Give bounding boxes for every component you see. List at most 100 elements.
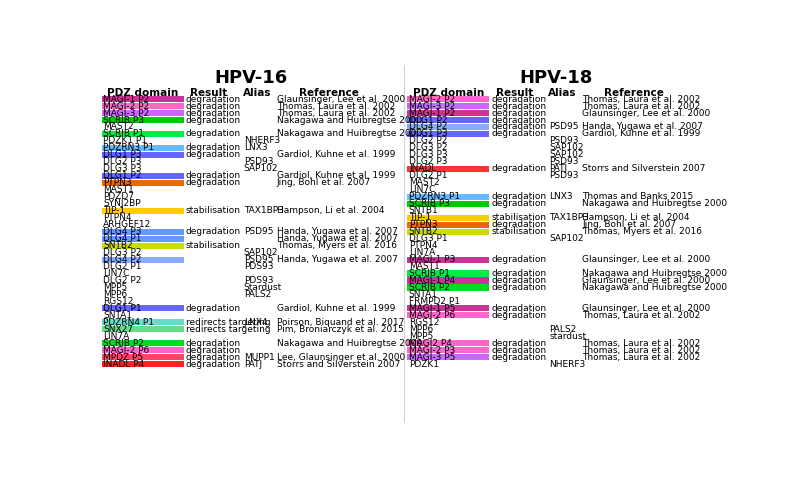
- Text: SAP102: SAP102: [243, 248, 278, 257]
- Bar: [407, 305, 489, 311]
- Bar: [102, 173, 184, 179]
- Text: MAGI-1 P5: MAGI-1 P5: [409, 304, 455, 313]
- Text: MPP6: MPP6: [103, 290, 128, 299]
- Bar: [102, 117, 184, 123]
- Bar: [102, 361, 184, 367]
- Text: SCRIB P3: SCRIB P3: [103, 116, 144, 124]
- Text: Jing, Bohl et al. 2007: Jing, Bohl et al. 2007: [277, 178, 371, 187]
- Text: Jing, Bohl et al. 2007: Jing, Bohl et al. 2007: [582, 220, 676, 229]
- Bar: [102, 236, 184, 241]
- Text: RGS12: RGS12: [103, 297, 134, 306]
- Text: stabilisation: stabilisation: [491, 213, 546, 222]
- Text: MAGI-2 P6: MAGI-2 P6: [409, 311, 455, 320]
- Text: SCRIB P2: SCRIB P2: [103, 339, 144, 348]
- Bar: [102, 305, 184, 311]
- Text: PDZRN3 P1: PDZRN3 P1: [103, 144, 154, 152]
- Text: SYNJ2BP: SYNJ2BP: [103, 199, 141, 208]
- Text: degradation: degradation: [186, 360, 241, 369]
- Text: TAX1BP3: TAX1BP3: [243, 206, 284, 215]
- Text: Thomas, Laura et al. 2002: Thomas, Laura et al. 2002: [277, 108, 395, 118]
- Text: SAP102: SAP102: [243, 164, 278, 174]
- Text: PTPN4: PTPN4: [409, 241, 437, 250]
- Text: SNTB2: SNTB2: [409, 227, 438, 236]
- Text: Gardiol, Kuhne et al. 1999: Gardiol, Kuhne et al. 1999: [277, 171, 396, 180]
- Text: degradation: degradation: [491, 108, 546, 118]
- Text: Thomas, Laura et al. 2002: Thomas, Laura et al. 2002: [582, 102, 701, 110]
- Text: MUPP1: MUPP1: [243, 353, 274, 362]
- Bar: [102, 131, 184, 137]
- Text: Nakagawa and Huibregtse 2000: Nakagawa and Huibregtse 2000: [582, 283, 727, 292]
- Text: PALS2: PALS2: [549, 325, 577, 334]
- Text: MAGI-1 P2: MAGI-1 P2: [103, 94, 150, 104]
- Text: Result: Result: [191, 88, 228, 98]
- Text: redirects targeting: redirects targeting: [186, 325, 270, 334]
- Text: degradation: degradation: [491, 130, 546, 138]
- Bar: [407, 214, 489, 221]
- Text: degradation: degradation: [491, 346, 546, 355]
- Bar: [102, 228, 184, 235]
- Text: stabilisation: stabilisation: [491, 227, 546, 236]
- Bar: [407, 312, 489, 319]
- Text: MAST1: MAST1: [103, 185, 134, 194]
- Text: Nakagawa and Huibregtse 2000: Nakagawa and Huibregtse 2000: [277, 339, 422, 348]
- Text: DLG3 P3: DLG3 P3: [103, 164, 142, 174]
- Text: degradation: degradation: [186, 171, 241, 180]
- Bar: [407, 103, 489, 109]
- Text: MPP5: MPP5: [103, 283, 128, 292]
- Bar: [407, 347, 489, 353]
- Text: NHERF3: NHERF3: [549, 360, 585, 369]
- Text: degradation: degradation: [186, 353, 241, 362]
- Text: degradation: degradation: [186, 144, 241, 152]
- Bar: [407, 228, 489, 235]
- Text: MAGI-2 P2: MAGI-2 P2: [103, 102, 150, 110]
- Bar: [102, 180, 184, 186]
- Text: DLG1 P2: DLG1 P2: [103, 171, 142, 180]
- Text: degradation: degradation: [491, 276, 546, 285]
- Text: PDZK1 P1: PDZK1 P1: [103, 136, 147, 146]
- Text: Thomas and Banks 2015: Thomas and Banks 2015: [582, 192, 693, 201]
- Bar: [102, 340, 184, 347]
- Bar: [407, 96, 489, 102]
- Text: DLG3 P2: DLG3 P2: [103, 248, 142, 257]
- Bar: [407, 284, 489, 291]
- Text: Hampson, Li et al. 2004: Hampson, Li et al. 2004: [277, 206, 385, 215]
- Text: PATJ: PATJ: [243, 360, 262, 369]
- Text: Thomas, Laura et al. 2002: Thomas, Laura et al. 2002: [582, 353, 701, 362]
- Text: Nakagawa and Huibregtse 2000: Nakagawa and Huibregtse 2000: [582, 199, 727, 208]
- Bar: [102, 152, 184, 158]
- Text: degradation: degradation: [491, 353, 546, 362]
- Text: Alias: Alias: [243, 88, 272, 98]
- Text: DLG2 P2: DLG2 P2: [409, 136, 447, 146]
- Text: MAGI-1 P4: MAGI-1 P4: [409, 276, 455, 285]
- Text: DLG1 P3: DLG1 P3: [103, 150, 142, 160]
- Text: PSD95: PSD95: [243, 227, 273, 236]
- Bar: [407, 194, 489, 200]
- Text: PSD95: PSD95: [549, 122, 578, 132]
- Text: PDS93: PDS93: [243, 262, 273, 271]
- Bar: [407, 354, 489, 361]
- Text: SAP102: SAP102: [549, 150, 584, 160]
- Text: SNTA1: SNTA1: [409, 290, 438, 299]
- Bar: [407, 124, 489, 130]
- Text: MAST1: MAST1: [409, 262, 440, 271]
- Text: DLG3 P3: DLG3 P3: [409, 150, 448, 160]
- Text: LNX4: LNX4: [243, 318, 267, 327]
- Text: Handa, Yugawa et al. 2007: Handa, Yugawa et al. 2007: [277, 234, 398, 243]
- Text: Storrs and Silverstein 2007: Storrs and Silverstein 2007: [277, 360, 400, 369]
- Text: PTPN3: PTPN3: [409, 220, 437, 229]
- Bar: [102, 256, 184, 263]
- Text: stabilisation: stabilisation: [186, 241, 241, 250]
- Text: PDZRN3 P1: PDZRN3 P1: [409, 192, 460, 201]
- Text: degradation: degradation: [491, 122, 546, 132]
- Text: degradation: degradation: [491, 339, 546, 348]
- Text: Thomas, Myers et al. 2016: Thomas, Myers et al. 2016: [277, 241, 397, 250]
- Text: LIN7A: LIN7A: [103, 332, 130, 341]
- Text: redirects targeting: redirects targeting: [186, 318, 270, 327]
- Bar: [102, 326, 184, 333]
- Text: DLG3 P1: DLG3 P1: [409, 234, 448, 243]
- Text: PSD95: PSD95: [243, 255, 273, 264]
- Text: NHERF3: NHERF3: [243, 136, 280, 146]
- Text: degradation: degradation: [491, 192, 546, 201]
- Bar: [102, 242, 184, 249]
- Text: DLG1 P1: DLG1 P1: [103, 304, 142, 313]
